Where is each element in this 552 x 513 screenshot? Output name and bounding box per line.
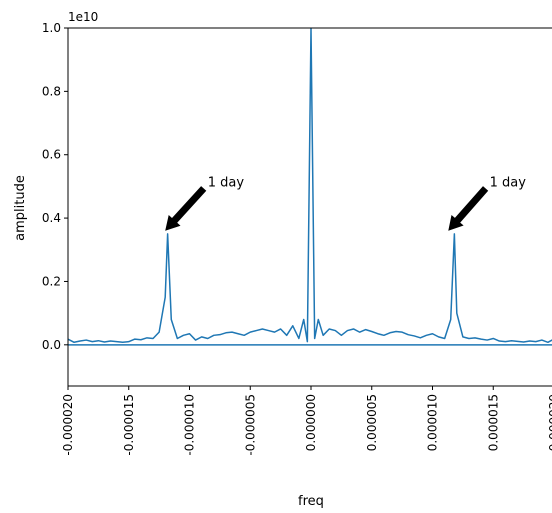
axes: 0.0 0.2 0.4 0.6 0.8 1.0 -0.000020 -0.000015 -0.0… [42,21,552,456]
y-tick-label: 0.8 [42,84,61,98]
x-axis-label: freq [298,494,324,509]
y-axis-label: amplitude [13,175,28,241]
x-tick-label: -0.000015 [122,394,136,456]
y-tick-label: 0.0 [42,338,61,352]
y-tick-label: 0.4 [42,211,61,225]
y-tick-label: 0.2 [42,274,61,288]
x-tick-label: -0.000005 [243,394,257,456]
y-tick-label: 1.0 [42,21,61,35]
y-offset-label: 1e10 [68,10,98,24]
annotation-1: 1 day [448,175,527,231]
y-tick-label: 0.6 [42,148,61,162]
annotations: 1 day 1 day [165,175,527,231]
x-tick-label: -0.000010 [183,394,197,456]
x-tick-label: -0.000020 [61,394,75,456]
x-tick-label: 0.000010 [426,394,440,451]
annotation-arrow [165,186,207,231]
x-tick-label: 0.000005 [365,394,379,451]
plot-content [68,28,552,346]
annotation-text: 1 day [490,175,527,190]
x-tick-label: 0.000000 [304,394,318,451]
x-tick-label: 0.000020 [547,394,552,451]
x-tick-label: 0.000015 [486,394,500,451]
series-line-0 [68,28,552,344]
annotation-text: 1 day [208,175,245,190]
annotation-arrow [448,186,489,231]
annotation-0: 1 day [165,175,245,231]
